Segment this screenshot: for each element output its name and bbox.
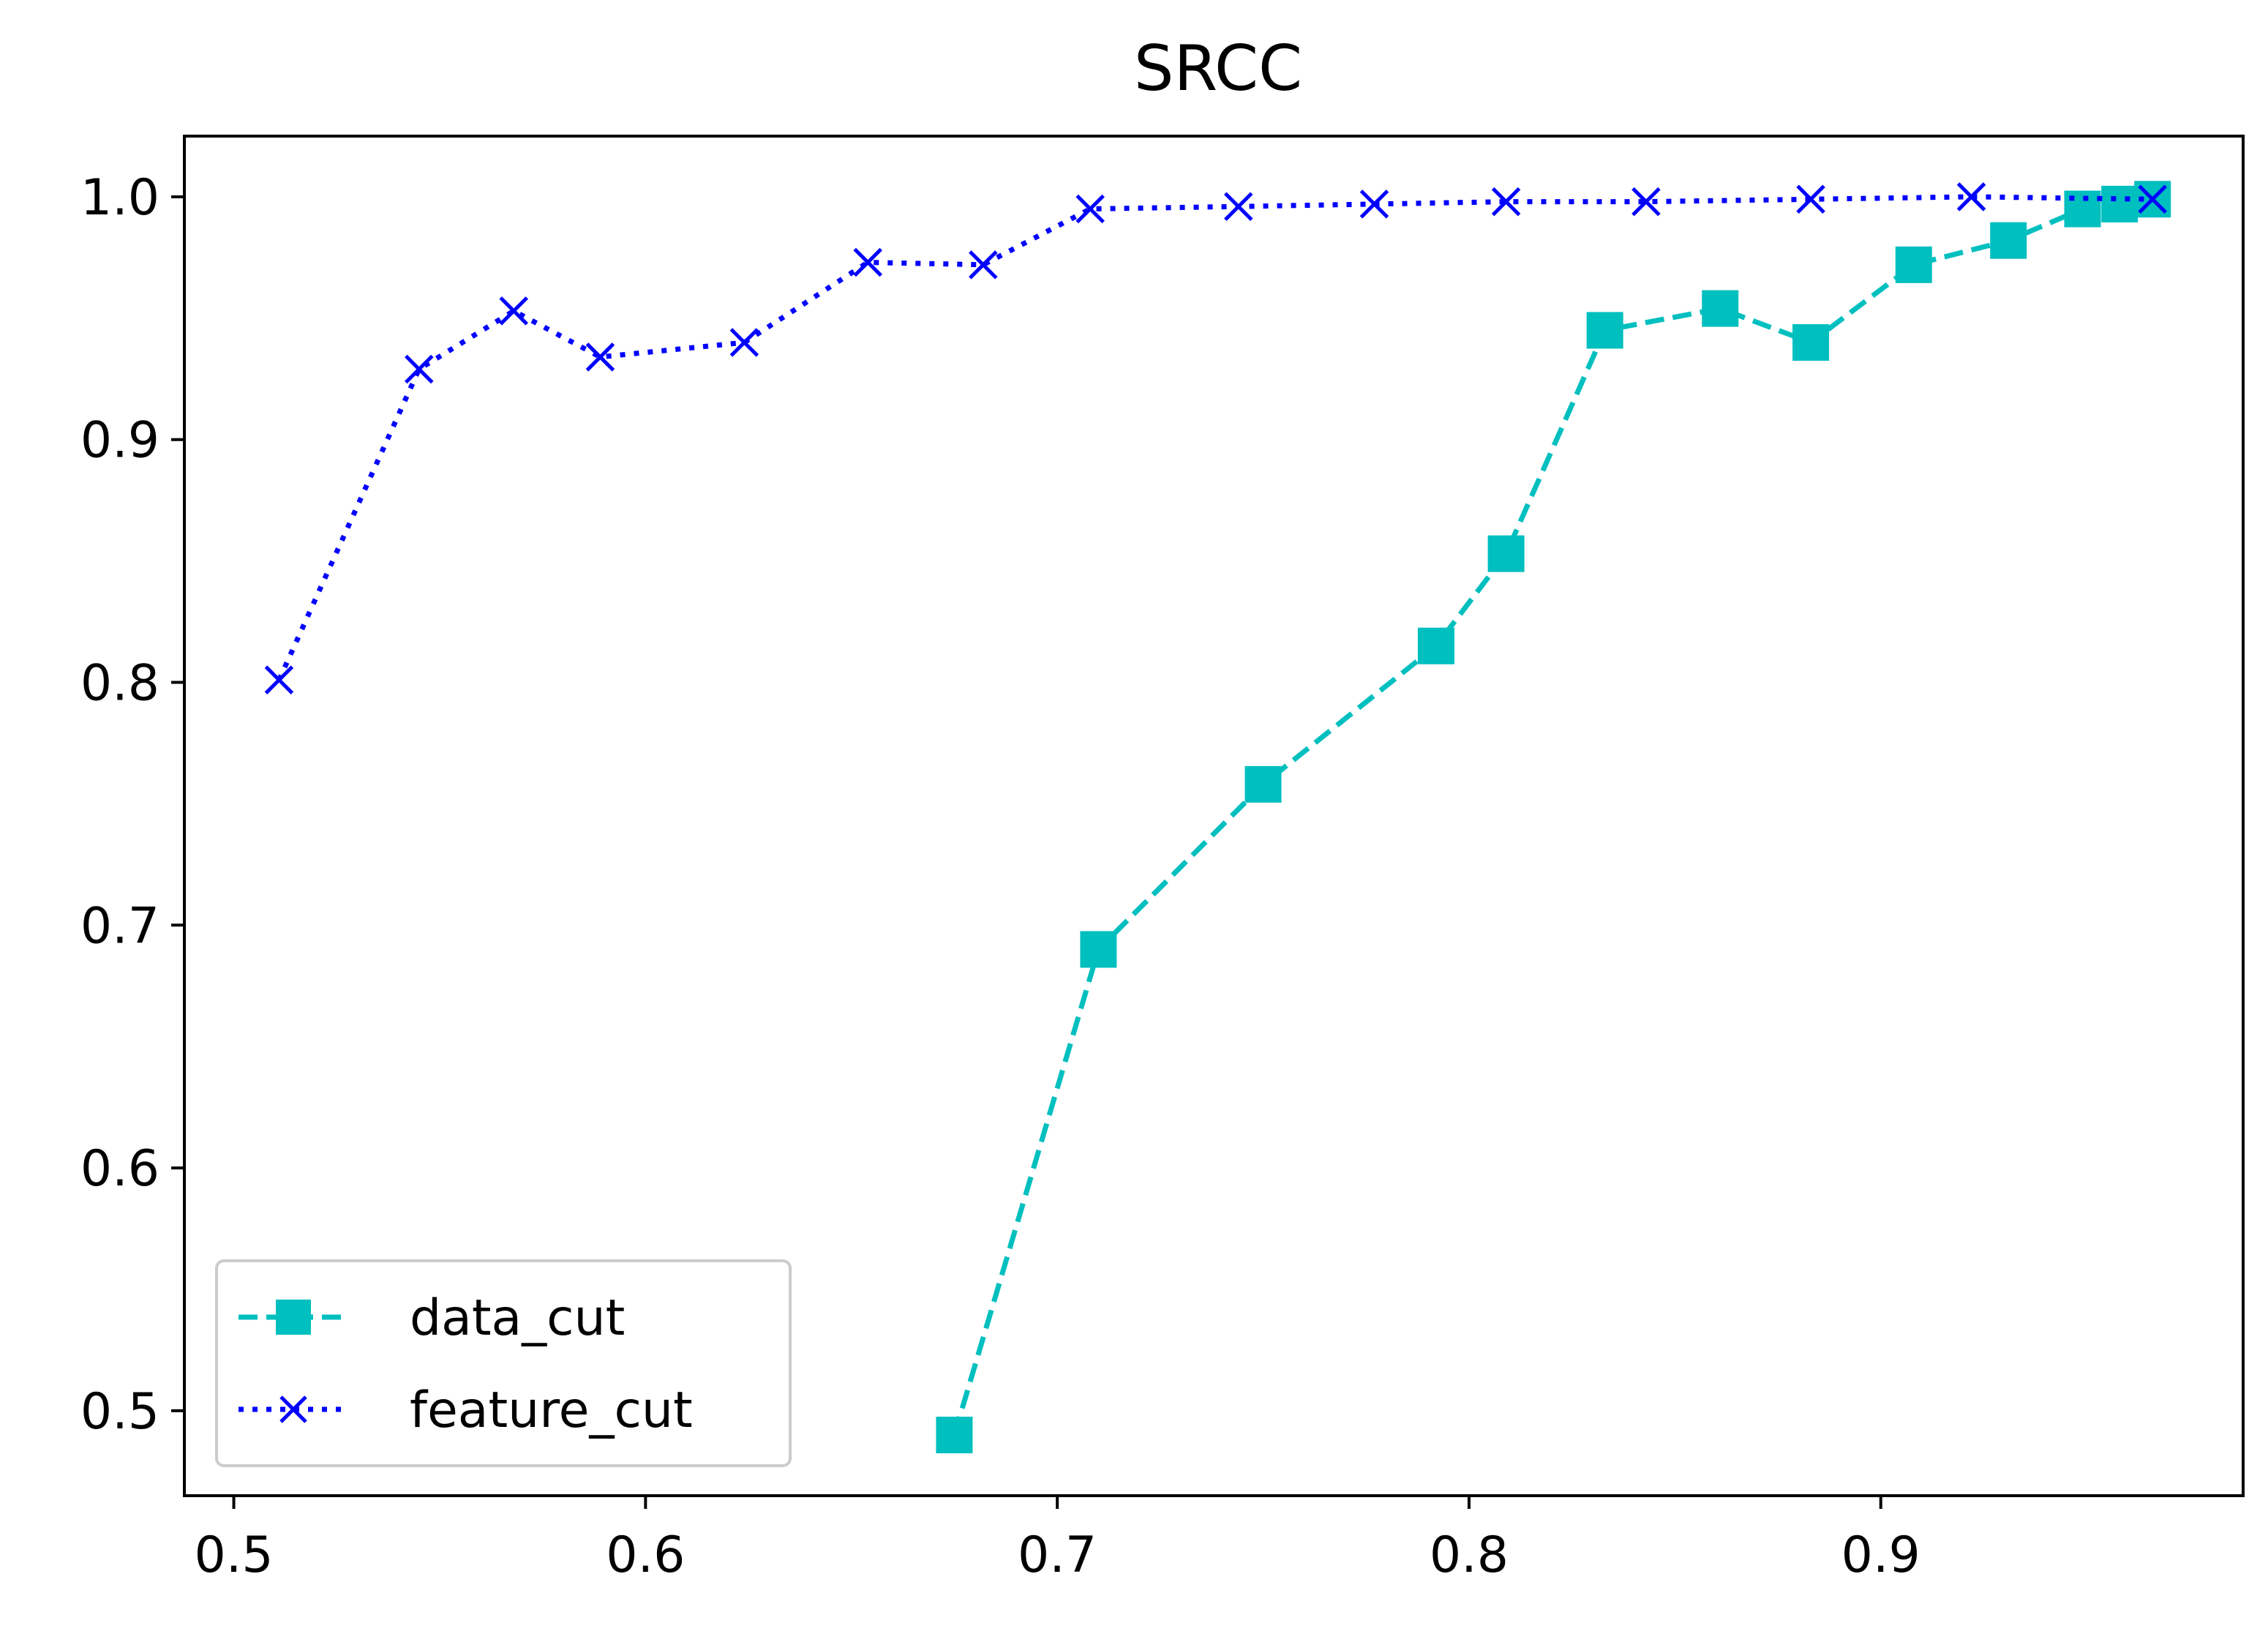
marker-stroke bbox=[1956, 182, 1986, 211]
series-layer bbox=[264, 181, 2171, 1454]
series-line-feature_cut bbox=[277, 194, 2153, 681]
data-point-feature_cut bbox=[2138, 184, 2167, 214]
legend-marker-feature_cut bbox=[279, 1395, 307, 1423]
data-point-feature_cut bbox=[1224, 192, 1253, 221]
legend-label: data_cut bbox=[410, 1289, 625, 1347]
x-tick-label: 0.9 bbox=[1841, 1526, 1920, 1584]
y-tick-label: 0.7 bbox=[80, 897, 159, 955]
data-point-feature_cut bbox=[729, 328, 759, 357]
data-point-feature_cut bbox=[1359, 190, 1389, 219]
legend: data_cut feature_cut bbox=[215, 1259, 792, 1467]
marker-stroke bbox=[264, 665, 294, 694]
x-tick-label: 0.5 bbox=[194, 1526, 273, 1584]
legend-marker-data_cut bbox=[276, 1300, 311, 1335]
plot-frame bbox=[183, 135, 2245, 1497]
data-point-data_cut bbox=[1895, 246, 1932, 283]
legend-box bbox=[215, 1259, 792, 1467]
y-tick-label: 0.6 bbox=[80, 1140, 159, 1198]
data-point-feature_cut bbox=[853, 247, 883, 277]
marker-stroke bbox=[499, 296, 529, 326]
marker-stroke bbox=[1224, 192, 1253, 221]
data-point-data_cut bbox=[1990, 222, 2027, 259]
data-point-feature_cut bbox=[1796, 184, 1825, 214]
y-tick-label: 1.0 bbox=[80, 169, 159, 227]
legend-label: feature_cut bbox=[410, 1382, 693, 1439]
marker-stroke bbox=[585, 342, 615, 372]
marker-stroke bbox=[729, 328, 759, 357]
x-tick-label: 0.7 bbox=[1018, 1526, 1097, 1584]
marker-stroke bbox=[969, 250, 998, 280]
y-tick-label: 0.5 bbox=[80, 1383, 159, 1441]
x-axis: 0.5 0.6 0.7 0.8 0.9 bbox=[194, 1496, 1920, 1584]
marker-stroke bbox=[405, 354, 434, 384]
y-tick-label: 0.9 bbox=[80, 412, 159, 470]
y-axis: 0.5 0.6 0.7 0.8 0.9 1.0 bbox=[80, 169, 184, 1441]
marker-stroke bbox=[853, 247, 883, 277]
data-point-data_cut bbox=[936, 1417, 973, 1454]
marker-stroke bbox=[1491, 187, 1521, 217]
marker-stroke bbox=[279, 1395, 307, 1423]
data-point-feature_cut bbox=[499, 296, 529, 326]
data-point-feature_cut bbox=[585, 342, 615, 372]
marker-stroke bbox=[1075, 194, 1105, 224]
chart-title: SRCC bbox=[1134, 32, 1302, 105]
data-point-feature_cut bbox=[1491, 187, 1521, 217]
data-point-feature_cut bbox=[264, 665, 294, 694]
data-point-data_cut bbox=[1792, 324, 1830, 361]
marker-stroke bbox=[1796, 184, 1825, 214]
data-point-feature_cut bbox=[969, 250, 998, 280]
data-point-feature_cut bbox=[1075, 194, 1105, 224]
data-point-data_cut bbox=[1702, 290, 1739, 327]
data-point-data_cut bbox=[1080, 931, 1117, 968]
data-point-data_cut bbox=[2101, 185, 2139, 222]
marker-stroke bbox=[1359, 190, 1389, 219]
data-point-data_cut bbox=[1244, 765, 1282, 803]
x-tick-label: 0.8 bbox=[1430, 1526, 1509, 1584]
data-point-data_cut bbox=[1487, 535, 1525, 572]
marker-stroke bbox=[1631, 187, 1661, 217]
data-point-feature_cut bbox=[1956, 182, 1986, 211]
x-tick-label: 0.6 bbox=[606, 1526, 685, 1584]
y-tick-label: 0.8 bbox=[80, 655, 159, 713]
data-point-data_cut bbox=[1586, 312, 1623, 349]
data-point-feature_cut bbox=[405, 354, 434, 384]
data-point-feature_cut bbox=[1631, 187, 1661, 217]
marker-stroke bbox=[2138, 184, 2167, 214]
data-point-data_cut bbox=[1417, 627, 1454, 664]
series-line-data_cut bbox=[952, 196, 2153, 1436]
